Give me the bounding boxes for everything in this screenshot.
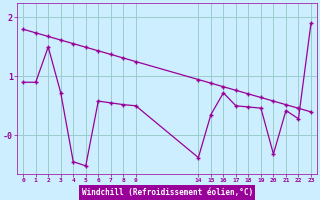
X-axis label: Windchill (Refroidissement éolien,°C): Windchill (Refroidissement éolien,°C)	[82, 188, 253, 197]
